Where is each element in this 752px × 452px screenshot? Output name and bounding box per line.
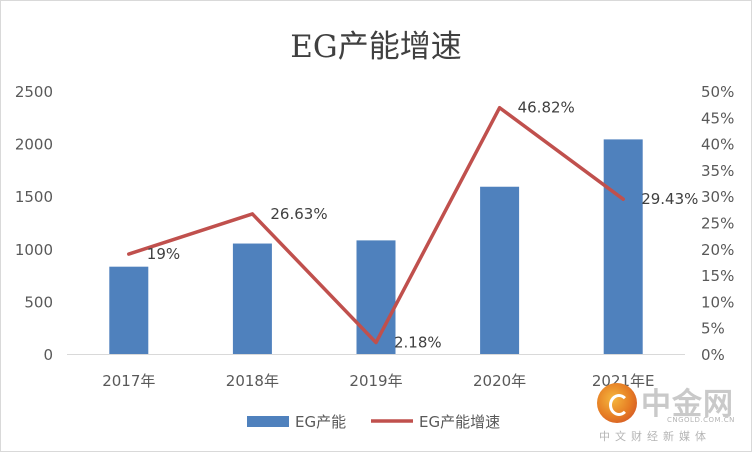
y-left-tick-label: 1000 [15, 241, 53, 259]
y-left-tick-label: 0 [43, 346, 53, 364]
line-point [621, 197, 625, 201]
y-left-tick-label: 2500 [15, 83, 53, 101]
line-point [127, 252, 131, 256]
line-point [250, 212, 254, 216]
watermark-logo-icon [597, 383, 637, 423]
y-right-tick-label: 0% [701, 346, 725, 364]
watermark-name: 中金网 [641, 387, 734, 422]
x-tick-label: 2020年 [473, 372, 526, 390]
chart-title: EG产能增速 [290, 29, 461, 65]
watermark-slogan: 中文财经新媒体 [599, 430, 711, 443]
x-tick-label: 2018年 [226, 372, 279, 390]
bar [603, 139, 643, 354]
line-point [374, 341, 378, 345]
bar [356, 240, 396, 354]
y-left-tick-label: 500 [24, 293, 53, 311]
data-label: 26.63% [270, 205, 327, 223]
y-right-tick-label: 40% [701, 136, 734, 154]
legend-line-label: EG产能增速 [419, 413, 500, 431]
bar [232, 243, 272, 354]
x-tick-label: 2017年 [102, 372, 155, 390]
y-left-tick-label: 2000 [15, 136, 53, 154]
data-label: 29.43% [641, 190, 698, 208]
y-right-tick-label: 30% [701, 188, 734, 206]
line-point [498, 106, 502, 110]
y-right-tick-label: 10% [701, 293, 734, 311]
watermark: 中金网 CNGOLD.COM.CN 中文财经新媒体 [597, 379, 747, 445]
y-right-tick-label: 15% [701, 267, 734, 285]
y-right-tick-label: 25% [701, 215, 734, 233]
watermark-domain: CNGOLD.COM.CN [667, 416, 735, 424]
bar [109, 266, 149, 354]
y-left-tick-label: 1500 [15, 188, 53, 206]
x-tick-label: 2019年 [349, 372, 402, 390]
data-label: 46.82% [518, 99, 575, 117]
data-label: 2.18% [394, 334, 442, 352]
y-right-tick-label: 20% [701, 241, 734, 259]
legend-bar-swatch [247, 416, 289, 427]
y-right-tick-label: 45% [701, 109, 734, 127]
y-right-tick-label: 5% [701, 320, 725, 338]
y-right-tick-label: 50% [701, 83, 734, 101]
y-right-tick-label: 35% [701, 162, 734, 180]
data-label: 19% [147, 245, 180, 263]
legend-bar-label: EG产能 [295, 413, 346, 431]
bar [480, 186, 520, 354]
